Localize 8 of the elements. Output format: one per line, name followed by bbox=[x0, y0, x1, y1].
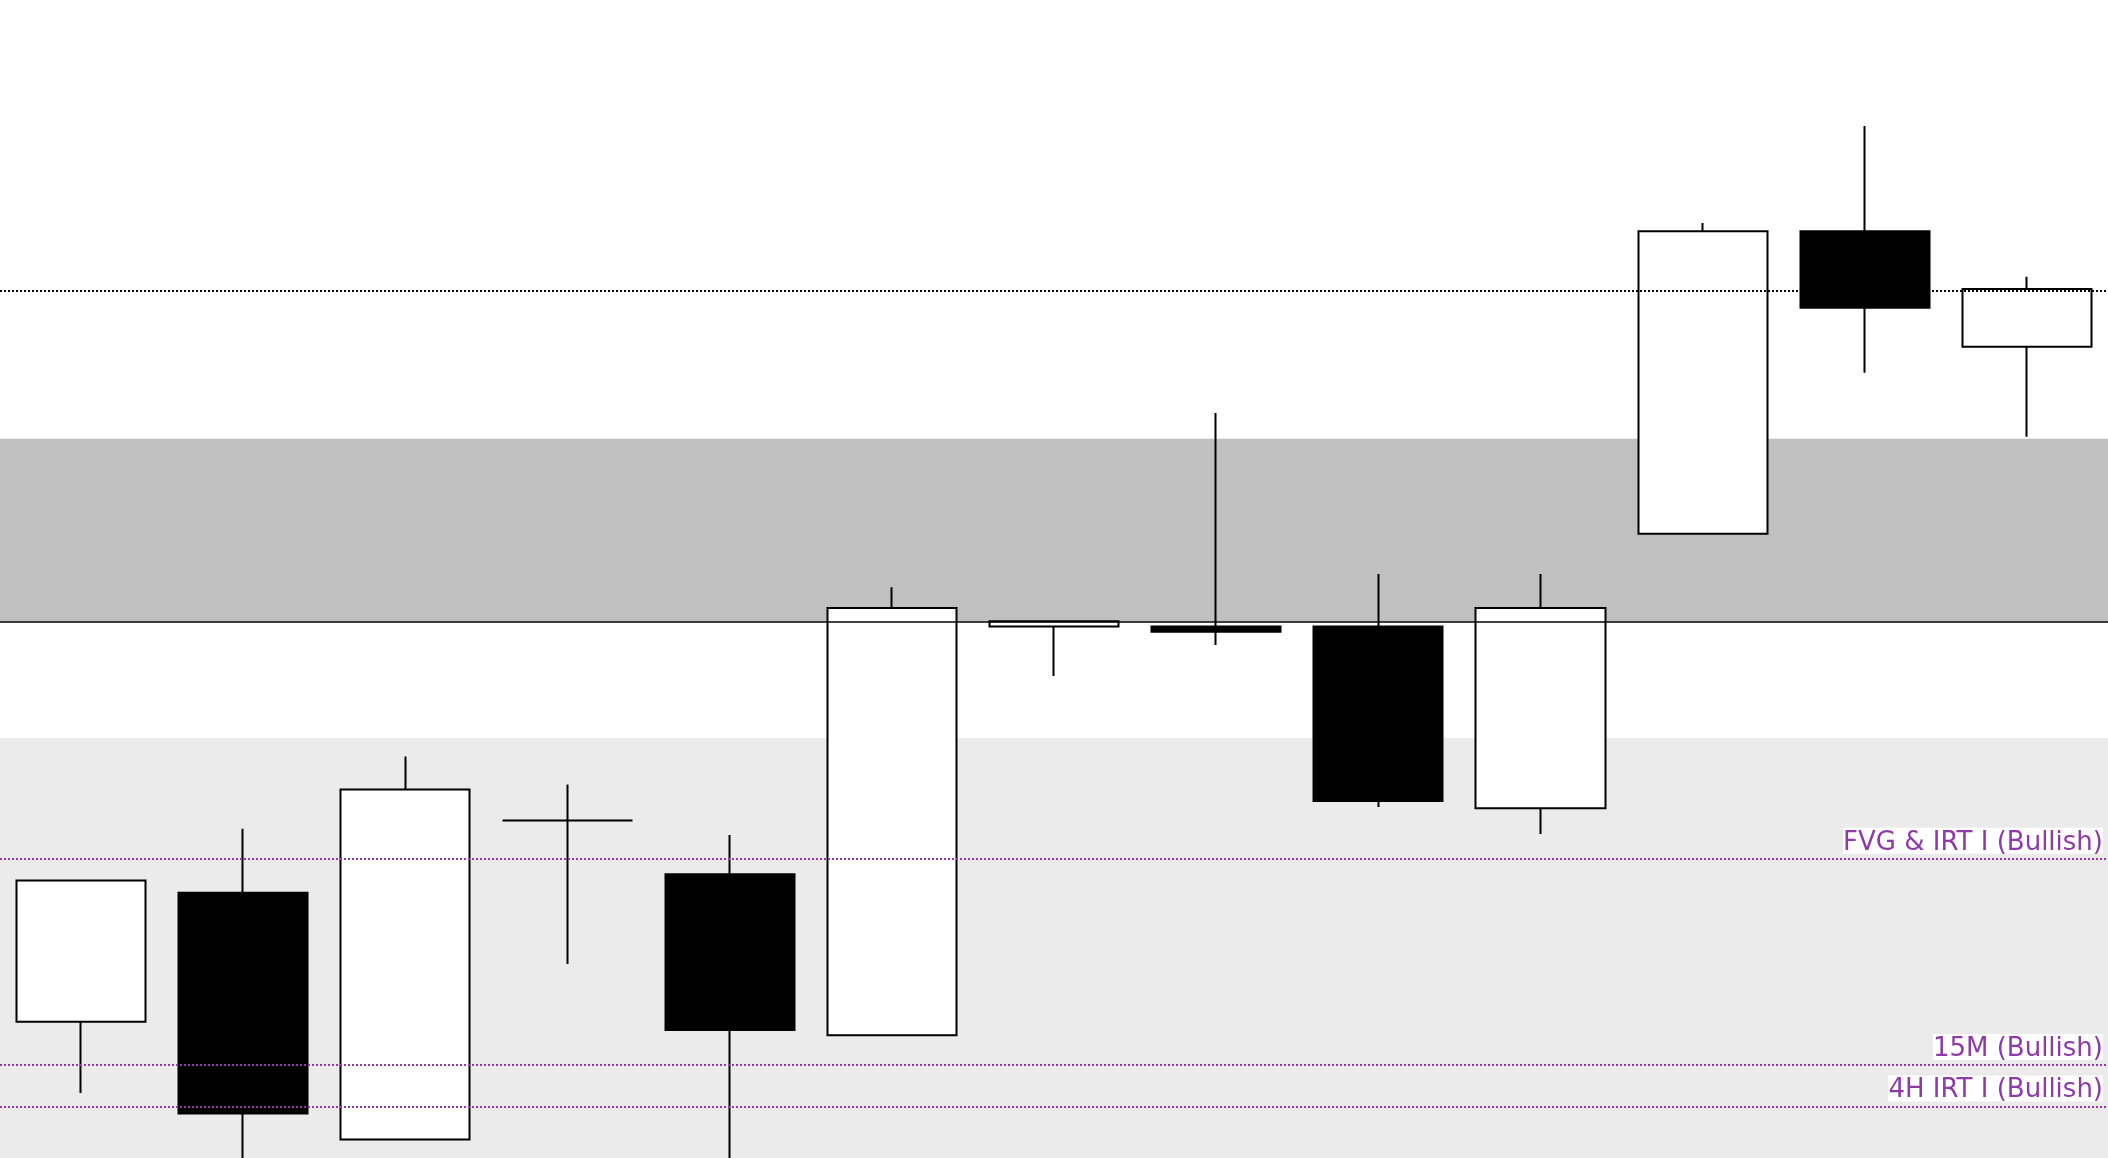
candlestick bbox=[339, 755, 471, 1141]
candlestick bbox=[15, 879, 147, 1094]
candlestick bbox=[177, 827, 309, 1158]
candlestick bbox=[501, 783, 634, 965]
ref-line-label: 4H IRT I (Bullish) bbox=[1888, 1073, 2103, 1104]
ref-line-label: 15M (Bullish) bbox=[1932, 1032, 2103, 1063]
candlestick bbox=[664, 833, 796, 1158]
ref-line-label: FVG & IRT I (Bullish) bbox=[1843, 825, 2103, 856]
